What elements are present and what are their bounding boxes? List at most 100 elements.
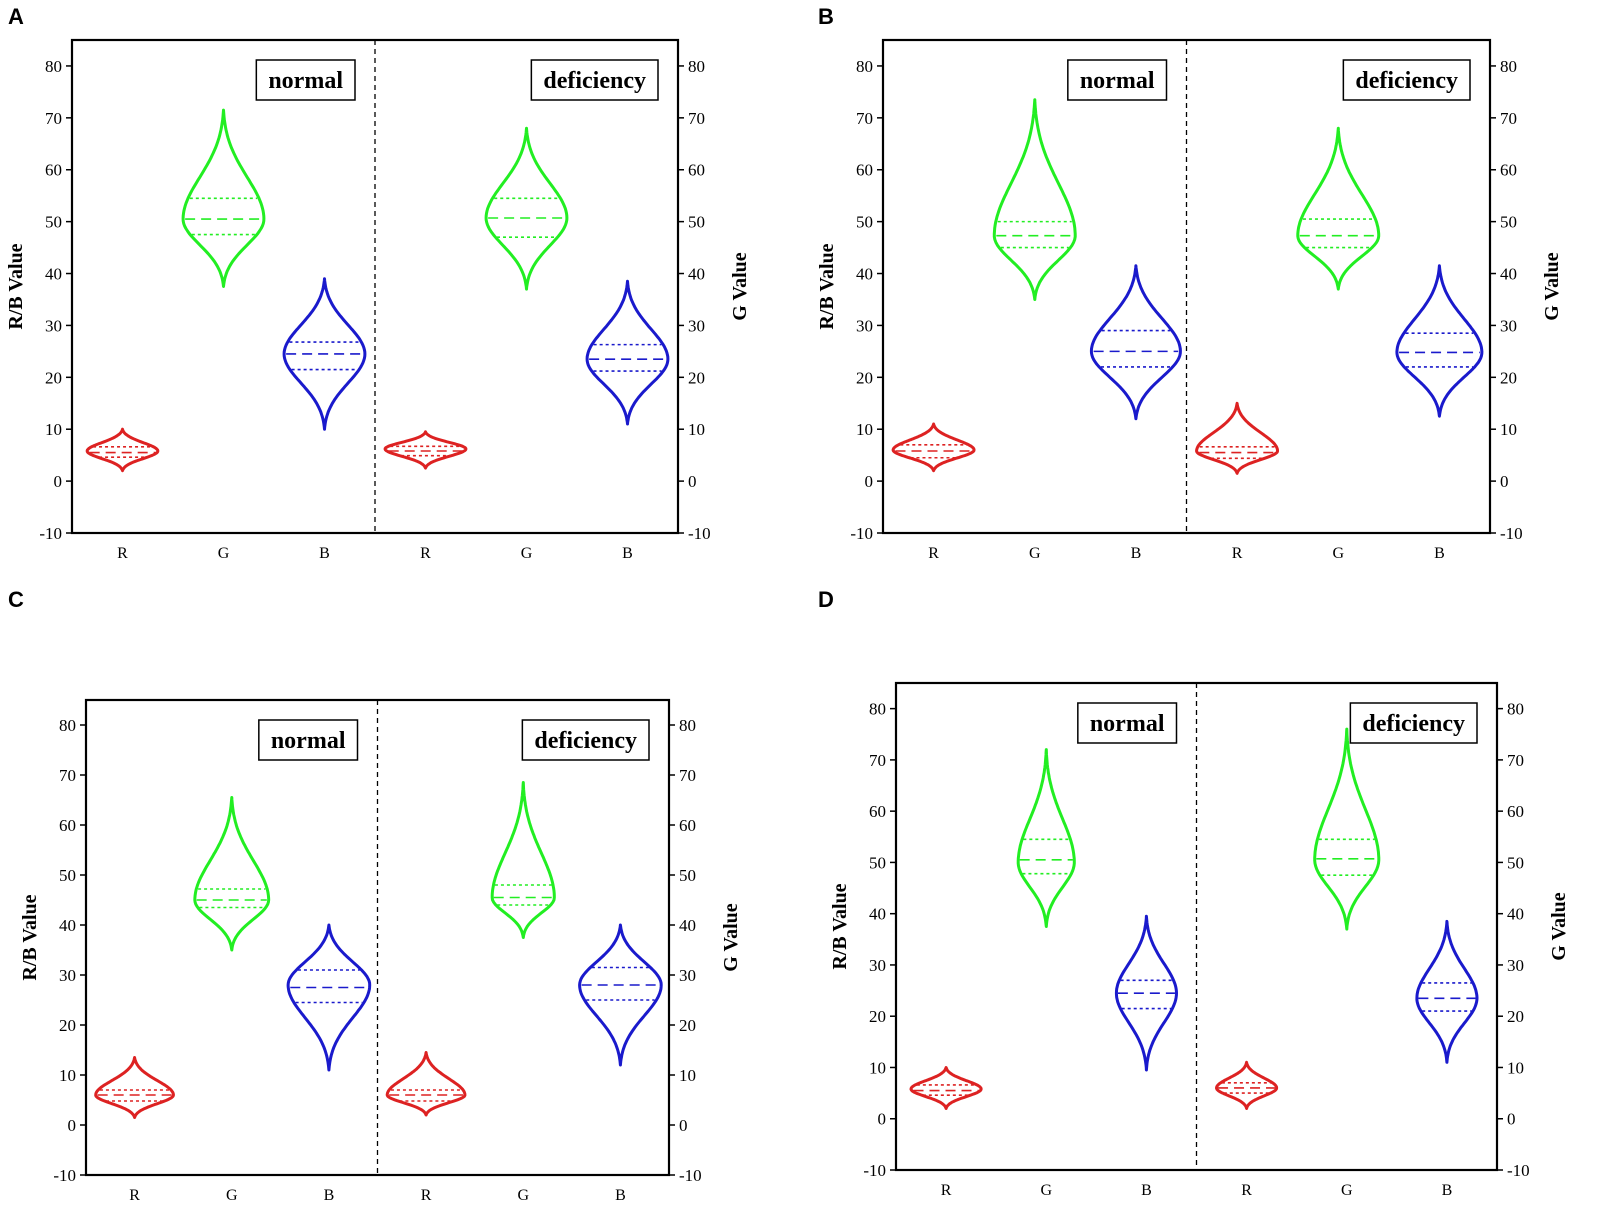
violin-deficiency-g: [1296, 126, 1381, 291]
y-tick-label-right: 80: [1507, 700, 1524, 719]
x-category-label: B: [1141, 1182, 1152, 1199]
y-tick-label-right: 40: [679, 916, 696, 935]
y-tick-label-left: 40: [45, 265, 62, 284]
x-category-label: B: [1131, 545, 1142, 562]
y-tick-label-right: 30: [679, 966, 696, 985]
panel-letter: D: [818, 587, 834, 612]
y-tick-label-left: 20: [869, 1007, 886, 1026]
violin-outline: [1016, 748, 1076, 928]
condition-label-normal: normal: [268, 68, 343, 94]
violin-normal-g: [193, 796, 271, 952]
violin-deficiency-g: [484, 126, 569, 291]
x-category-label: R: [1241, 1182, 1252, 1199]
x-category-label: G: [1029, 545, 1041, 562]
violin-outline: [578, 923, 663, 1067]
y-tick-label-left: 50: [856, 213, 873, 232]
y-tick-label-left: 40: [869, 905, 886, 924]
y-axis-title-right: G Value: [729, 252, 751, 320]
x-category-label: R: [421, 1187, 432, 1204]
condition-label-box: [258, 719, 359, 761]
y-tick-label-left: 50: [59, 866, 76, 885]
y-tick-label-left: 50: [45, 213, 62, 232]
violin-outline: [286, 923, 372, 1072]
y-tick-label-left: 0: [54, 472, 63, 491]
y-tick-label-right: 10: [688, 420, 705, 439]
y-tick-label-right: 70: [688, 109, 705, 128]
violin-outline: [585, 279, 670, 426]
y-axis-title-left: R/B Value: [5, 243, 27, 329]
y-tick-label-right: 0: [1500, 472, 1509, 491]
x-category-label: G: [1341, 1182, 1353, 1199]
y-tick-label-right: 50: [1500, 213, 1517, 232]
violin-outline: [484, 126, 569, 291]
violin-outline: [94, 1056, 175, 1119]
y-tick-label-left: 40: [59, 916, 76, 935]
y-axis-title-left: R/B Value: [829, 883, 851, 969]
condition-label-normal: normal: [271, 728, 346, 754]
condition-label-deficiency: deficiency: [534, 728, 637, 754]
y-tick-label-right: 80: [679, 716, 696, 735]
y-tick-label-right: -10: [688, 524, 711, 543]
violin-deficiency-r: [385, 1051, 467, 1117]
violin-deficiency-b: [585, 279, 670, 426]
violin-normal-g: [181, 108, 266, 288]
violin-deficiency-b: [1395, 264, 1484, 418]
condition-label-box: [1349, 702, 1478, 744]
y-tick-label-left: 70: [45, 109, 62, 128]
y-tick-label-left: 60: [869, 802, 886, 821]
y-tick-label-left: 70: [856, 109, 873, 128]
violin-outline: [1215, 1060, 1279, 1110]
condition-label-box: [1077, 702, 1178, 744]
chart-panel-b: B -10 -10 0 0 10 10 20 20 30 30 40 40 50 50 60 60 70 70 80 8…: [816, 4, 1563, 562]
y-tick-label-left: 20: [856, 368, 873, 387]
violin-outline: [891, 422, 976, 473]
violin-outline: [490, 781, 556, 939]
condition-label-box: [530, 59, 659, 101]
violin-outline: [909, 1066, 983, 1110]
condition-label-box: [1342, 59, 1471, 101]
y-axis-title-right: G Value: [720, 903, 742, 971]
y-tick-label-left: 70: [59, 766, 76, 785]
y-tick-label-left: 60: [856, 161, 873, 180]
y-tick-label-right: 40: [1500, 265, 1517, 284]
violin-normal-b: [282, 277, 367, 431]
condition-label-normal: normal: [1090, 711, 1165, 737]
condition-label-box: [255, 59, 356, 101]
y-tick-label-right: 30: [1507, 956, 1524, 975]
x-category-label: B: [1442, 1182, 1453, 1199]
y-tick-label-right: 20: [679, 1016, 696, 1035]
y-tick-label-right: 30: [688, 316, 705, 335]
violin-normal-r: [909, 1066, 983, 1110]
x-category-label: R: [941, 1182, 952, 1199]
x-category-label: R: [928, 545, 939, 562]
y-tick-label-left: 40: [856, 265, 873, 284]
y-tick-label-left: 20: [59, 1016, 76, 1035]
violin-deficiency-g: [490, 781, 556, 939]
x-category-label: B: [324, 1187, 335, 1204]
y-tick-label-left: 60: [59, 816, 76, 835]
y-tick-label-right: 50: [688, 213, 705, 232]
x-category-label: R: [129, 1187, 140, 1204]
y-tick-label-right: 0: [688, 472, 697, 491]
violin-outline: [1395, 264, 1484, 418]
y-tick-label-right: 20: [688, 368, 705, 387]
y-tick-label-right: 60: [1507, 802, 1524, 821]
condition-label-deficiency: deficiency: [543, 68, 646, 94]
violin-normal-g: [992, 98, 1077, 301]
violin-outline: [1195, 401, 1279, 475]
x-category-label: G: [521, 545, 533, 562]
violin-normal-g: [1016, 748, 1076, 928]
y-tick-label-right: -10: [1507, 1161, 1530, 1180]
violin-outline: [193, 796, 271, 952]
y-tick-label-left: 80: [59, 716, 76, 735]
x-category-label: G: [517, 1187, 529, 1204]
condition-label-box: [1067, 59, 1168, 101]
y-tick-label-right: 0: [679, 1116, 688, 1135]
violin-normal-r: [85, 427, 160, 473]
x-category-label: G: [1040, 1182, 1052, 1199]
violin-outline: [1415, 919, 1479, 1064]
y-tick-label-left: 30: [856, 316, 873, 335]
y-axis-title-left: R/B Value: [19, 894, 41, 980]
violin-outline: [1089, 264, 1182, 421]
